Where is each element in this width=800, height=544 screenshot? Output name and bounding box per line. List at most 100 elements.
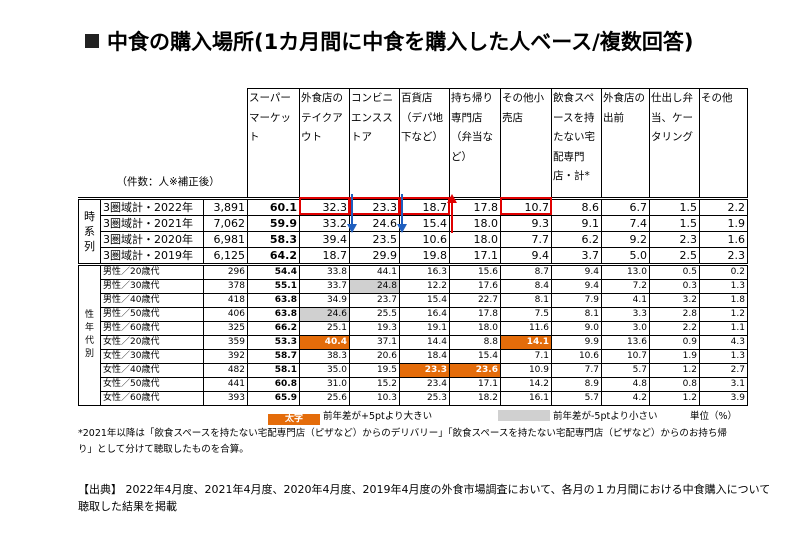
value-cell: 9.9 [551,334,602,350]
value-cell: 24.8 [349,278,400,294]
value-cell: 18.2 [449,390,501,406]
value-cell: 8.7 [500,262,552,280]
group-label: 性年代別 [78,262,101,406]
footnote: *2021年以降は「飲食スペースを持たない宅配専門店（ピザなど）からのデリバリー… [78,428,727,455]
value-cell: 15.4 [399,214,450,232]
value-cell: 1.5 [649,214,700,232]
square-bullet-icon [85,34,99,48]
value-cell: 3.2 [649,292,700,308]
value-cell: 5.0 [601,246,650,265]
legend-up: 太字 前年差が+5ptより大きい [268,408,432,425]
sample-count: 325 [203,320,248,336]
value-cell: 58.3 [247,230,300,248]
value-cell: 18.0 [449,320,501,336]
value-cell: 58.1 [247,362,300,378]
value-cell: 5.7 [601,362,650,378]
sample-count: 3,891 [203,196,248,216]
row-label: 3圏域計・2022年 [100,196,204,216]
value-cell: 35.0 [299,362,350,378]
value-cell: 2.8 [649,306,700,322]
value-cell: 7.1 [500,348,552,364]
column-header: 持ち帰り専門店（弁当など） [449,88,501,199]
column-header: 飲食スペースを持たない宅配専門店・計* [551,88,602,199]
value-cell: 1.2 [649,362,700,378]
value-cell: 66.2 [247,320,300,336]
value-cell: 15.2 [349,376,400,392]
sample-count: 441 [203,376,248,392]
row-label: 男性／40歳代 [100,292,204,308]
sample-count: 296 [203,262,248,280]
value-cell: 1.3 [699,348,748,364]
row-label: 女性／30歳代 [100,348,204,364]
value-cell: 19.1 [399,320,450,336]
value-cell: 1.2 [649,390,700,406]
value-cell: 32.3 [299,196,350,216]
value-cell: 54.4 [247,262,300,280]
value-cell: 60.8 [247,376,300,392]
value-cell: 16.3 [399,262,450,280]
value-cell: 9.3 [500,214,552,232]
value-cell: 59.9 [247,214,300,232]
value-cell: 10.6 [551,348,602,364]
row-label: 女性／20歳代 [100,334,204,350]
value-cell: 60.1 [247,196,300,216]
value-cell: 7.9 [551,292,602,308]
value-cell: 15.4 [399,292,450,308]
value-cell: 8.9 [551,376,602,392]
value-cell: 4.1 [601,292,650,308]
value-cell: 8.6 [551,196,602,216]
value-cell: 37.1 [349,334,400,350]
unit-label: 単位（%） [690,411,738,422]
value-cell: 63.8 [247,292,300,308]
value-cell: 14.2 [500,376,552,392]
value-cell: 7.2 [601,278,650,294]
legend-down: 前年差が-5ptより小さい [498,408,658,422]
value-cell: 10.6 [399,230,450,248]
value-cell: 0.3 [649,278,700,294]
value-cell: 55.1 [247,278,300,294]
value-cell: 65.9 [247,390,300,406]
value-cell: 7.7 [551,362,602,378]
sample-count: 418 [203,292,248,308]
value-cell: 17.6 [449,278,501,294]
value-cell: 9.4 [551,278,602,294]
value-cell: 9.4 [551,262,602,280]
value-cell: 1.9 [699,214,748,232]
value-cell: 2.2 [699,196,748,216]
row-label: 3圏域計・2019年 [100,246,204,265]
legend-up-text: 前年差が+5ptより大きい [323,411,433,422]
value-cell: 33.8 [299,262,350,280]
value-cell: 7.4 [601,214,650,232]
value-cell: 44.1 [349,262,400,280]
value-cell: 11.6 [500,320,552,336]
value-cell: 39.4 [299,230,350,248]
value-cell: 40.4 [299,334,350,350]
value-cell: 8.8 [449,334,501,350]
value-cell: 9.0 [551,320,602,336]
group-label: 時系列 [78,196,101,265]
column-header: 外食店の出前 [601,88,650,199]
value-cell: 16.4 [399,306,450,322]
value-cell: 2.3 [649,230,700,248]
value-cell: 4.3 [699,334,748,350]
value-cell: 13.6 [601,334,650,350]
value-cell: 53.3 [247,334,300,350]
value-cell: 9.2 [601,230,650,248]
value-cell: 6.2 [551,230,602,248]
value-cell: 38.3 [299,348,350,364]
sample-count: 482 [203,362,248,378]
value-cell: 13.0 [601,262,650,280]
value-cell: 23.3 [399,362,450,378]
down-arrow-icon [396,194,407,233]
value-cell: 2.5 [649,246,700,265]
column-header: 外食店のテイクアウト [299,88,350,199]
row-label: 男性／50歳代 [100,306,204,322]
value-cell: 33.2 [299,214,350,232]
sample-count: 392 [203,348,248,364]
value-cell: 10.9 [500,362,552,378]
sample-count: 6,981 [203,230,248,248]
value-cell: 17.8 [449,306,501,322]
legend-down-swatch [498,410,550,421]
value-cell: 2.3 [699,246,748,265]
value-cell: 8.4 [500,278,552,294]
